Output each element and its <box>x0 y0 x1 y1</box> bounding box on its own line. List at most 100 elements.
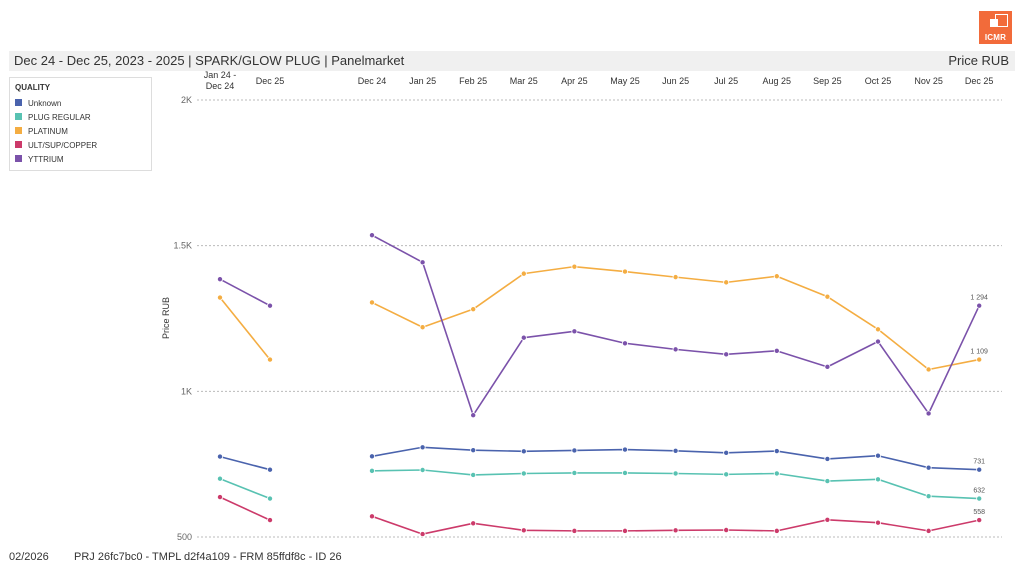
x-tick-label: Apr 25 <box>561 76 588 86</box>
data-point-plug-regular <box>622 469 629 476</box>
data-point-ult-sup-copper <box>266 517 273 524</box>
data-point-yttrium <box>266 302 273 309</box>
legend-item-ult-sup-copper[interactable]: ULT/SUP/COPPER <box>15 141 97 153</box>
x-tick-label: Oct 25 <box>865 76 892 86</box>
data-point-yttrium <box>419 259 426 266</box>
y-tick-label: 1.5K <box>173 241 192 251</box>
legend: QUALITY Unknown PLUG REGULAR PLATINUM UL… <box>9 77 152 171</box>
x-tick-label: May 25 <box>610 76 640 86</box>
data-point-platinum <box>622 268 629 275</box>
legend-item-unknown[interactable]: Unknown <box>15 99 61 111</box>
data-point-unknown <box>419 444 426 451</box>
data-point-plug-regular <box>520 470 527 477</box>
data-point-platinum <box>773 273 780 280</box>
series-line-yttrium <box>219 278 271 307</box>
data-point-yttrium <box>571 328 578 335</box>
footer-ids: PRJ 26fc7bc0 - TMPL d2f4a109 - FRM 85ffd… <box>74 551 342 563</box>
chart-header: Dec 24 - Dec 25, 2023 - 2025 | SPARK/GLO… <box>9 51 1015 71</box>
data-point-plug-regular <box>773 470 780 477</box>
y-tick-label: 2K <box>181 95 192 105</box>
legend-label: ULT/SUP/COPPER <box>28 141 98 150</box>
data-point-ult-sup-copper <box>723 527 730 534</box>
data-point-unknown <box>216 453 223 460</box>
footer: 02/2026 PRJ 26fc7bc0 - TMPL d2f4a109 - F… <box>9 551 342 563</box>
legend-swatch <box>15 99 22 107</box>
data-point-unknown <box>520 448 527 455</box>
data-point-unknown <box>773 448 780 455</box>
x-tick-label: Jul 25 <box>714 76 738 86</box>
data-point-plug-regular <box>266 495 273 502</box>
data-point-yttrium <box>824 363 831 370</box>
unit-label: Price RUB <box>948 53 1009 68</box>
data-point-ult-sup-copper <box>216 494 223 501</box>
data-point-platinum <box>520 270 527 277</box>
chart-title: Dec 24 - Dec 25, 2023 - 2025 | SPARK/GLO… <box>14 53 405 68</box>
data-point-unknown <box>470 447 477 454</box>
data-point-ult-sup-copper <box>925 527 932 534</box>
data-point-unknown <box>571 447 578 454</box>
data-point-platinum <box>216 294 223 301</box>
data-point-ult-sup-copper <box>470 520 477 527</box>
logo-square-filled <box>990 19 998 27</box>
legend-label: YTTRIUM <box>28 155 64 164</box>
legend-item-platinum[interactable]: PLATINUM <box>15 127 68 139</box>
data-point-ult-sup-copper <box>368 513 375 520</box>
y-tick-label: 500 <box>177 532 192 542</box>
legend-item-plug-regular[interactable]: PLUG REGULAR <box>15 113 91 125</box>
x-tick-label: Mar 25 <box>510 76 538 86</box>
x-tick-label: Dec 24 <box>358 76 387 86</box>
legend-title: QUALITY <box>15 83 51 92</box>
data-point-platinum <box>875 326 882 333</box>
series-line-platinum <box>371 265 980 371</box>
logo-text: ICMR <box>984 33 1007 42</box>
data-point-unknown <box>925 464 932 471</box>
data-point-unknown <box>672 447 679 454</box>
legend-item-yttrium[interactable]: YTTRIUM <box>15 155 64 167</box>
x-tick-label: Jan 24 -Dec 24 <box>204 70 237 91</box>
data-point-platinum <box>266 356 273 363</box>
data-point-platinum <box>672 274 679 281</box>
data-point-platinum <box>925 366 932 373</box>
data-point-unknown <box>875 452 882 459</box>
x-tick-label: Feb 25 <box>459 76 487 86</box>
data-point-yttrium <box>773 347 780 354</box>
data-point-yttrium <box>520 334 527 341</box>
data-point-yttrium <box>723 351 730 358</box>
y-tick-label: 1K <box>181 386 192 396</box>
data-point-platinum <box>824 293 831 300</box>
data-point-ult-sup-copper <box>571 527 578 534</box>
data-point-plug-regular <box>875 476 882 483</box>
data-point-ult-sup-copper <box>622 527 629 534</box>
x-tick-label: Jun 25 <box>662 76 689 86</box>
legend-swatch <box>15 127 22 135</box>
data-point-platinum <box>368 299 375 306</box>
data-point-plug-regular <box>216 475 223 482</box>
x-tick-label: Dec 25 <box>965 76 994 86</box>
data-label: 558 <box>973 509 985 516</box>
data-point-platinum <box>976 356 983 363</box>
series-line-plug-regular <box>219 477 271 500</box>
data-point-plug-regular <box>571 469 578 476</box>
series-line-platinum <box>219 297 271 361</box>
legend-swatch <box>15 155 22 163</box>
icmr-logo: ICMR <box>979 11 1012 44</box>
data-point-plug-regular <box>672 470 679 477</box>
data-point-plug-regular <box>419 466 426 473</box>
data-point-yttrium <box>216 276 223 283</box>
legend-label: PLATINUM <box>28 127 68 136</box>
x-tick-label: Sep 25 <box>813 76 842 86</box>
data-point-yttrium <box>875 338 882 345</box>
data-point-unknown <box>824 455 831 462</box>
x-tick-label: Dec 25 <box>256 76 285 86</box>
data-point-yttrium <box>672 346 679 353</box>
data-point-yttrium <box>976 302 983 309</box>
data-point-platinum <box>419 324 426 331</box>
data-label: 632 <box>973 488 985 495</box>
data-label: 731 <box>973 459 985 466</box>
data-point-ult-sup-copper <box>419 531 426 538</box>
data-point-plug-regular <box>470 471 477 478</box>
data-point-ult-sup-copper <box>824 516 831 523</box>
data-point-ult-sup-copper <box>875 519 882 526</box>
series-line-ult-sup-copper <box>219 496 271 521</box>
legend-swatch <box>15 141 22 149</box>
